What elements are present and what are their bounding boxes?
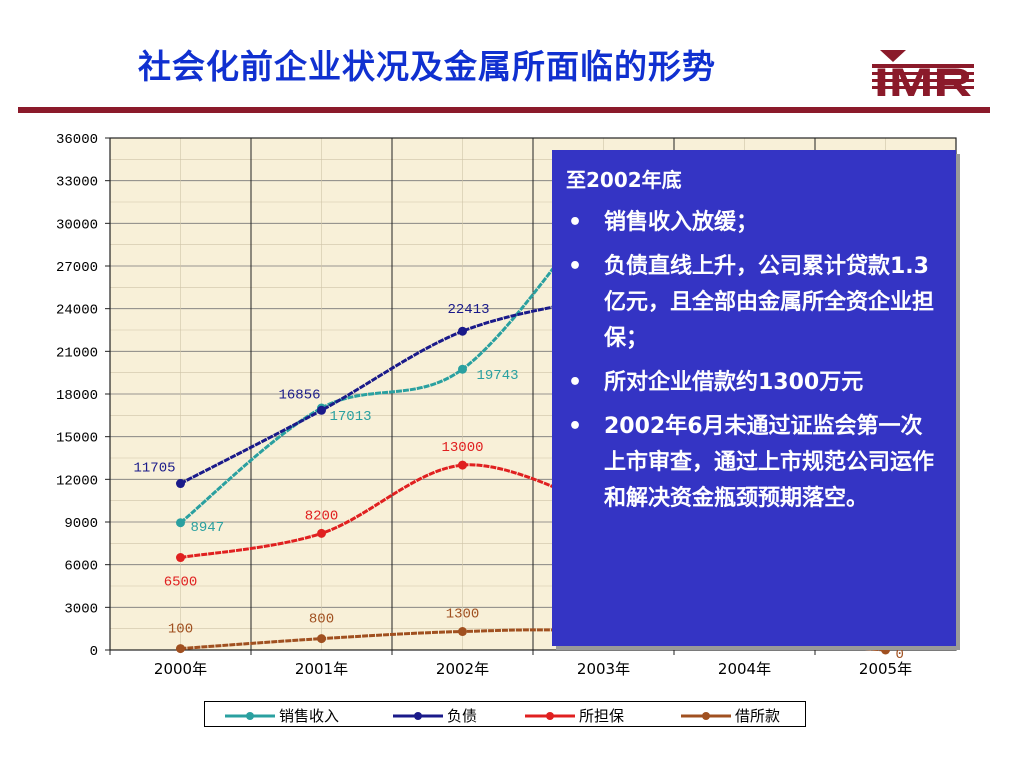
- data-point: [458, 460, 467, 470]
- info-bullet: 负债直线上升，公司累计贷款1.3亿元，且全部由金属所全资企业担保；: [566, 249, 942, 357]
- y-tick-label: 33000: [56, 175, 98, 191]
- data-point: [317, 528, 326, 538]
- title-divider: [18, 107, 990, 113]
- y-tick-label: 0: [90, 644, 98, 660]
- y-tick-label: 12000: [56, 473, 98, 489]
- legend-label: 借所款: [735, 707, 781, 725]
- info-box-list: 销售收入放缓； 负债直线上升，公司累计贷款1.3亿元，且全部由金属所全资企业担保…: [566, 205, 942, 517]
- y-tick-label: 18000: [56, 388, 98, 404]
- data-point: [317, 634, 326, 644]
- imr-logo: IMR: [872, 50, 974, 100]
- x-tick-label: 2004年: [718, 660, 771, 678]
- x-tick-label: 2005年: [859, 660, 912, 678]
- series-line: [179, 201, 605, 524]
- y-tick-label: 36000: [56, 132, 98, 148]
- data-point: [881, 645, 890, 655]
- legend-swatch: [681, 711, 731, 720]
- legend-item: 借所款: [681, 705, 780, 726]
- y-tick-label: 27000: [56, 260, 98, 276]
- series-line: [180, 463, 604, 560]
- info-bullet: 销售收入放缓；: [566, 205, 942, 241]
- legend-item: 负债: [393, 705, 477, 726]
- data-label: 6500: [164, 575, 198, 591]
- data-point: [176, 518, 185, 528]
- data-label: 1300: [446, 607, 480, 623]
- y-tick-label: 15000: [56, 431, 98, 447]
- data-point: [176, 479, 185, 489]
- info-box: 至2002年底 销售收入放缓； 负债直线上升，公司累计贷款1.3亿元，且全部由金…: [552, 150, 956, 646]
- legend-item: 所担保: [525, 705, 624, 726]
- legend-swatch: [225, 711, 275, 720]
- data-label: 0: [896, 647, 904, 663]
- data-label: 13000: [441, 440, 483, 456]
- data-label: 100: [168, 622, 193, 638]
- legend-swatch: [525, 711, 575, 720]
- data-label: 22413: [447, 302, 489, 318]
- data-point: [458, 627, 467, 637]
- y-tick-label: 9000: [64, 516, 98, 532]
- info-bullet: 所对企业借款约1300万元: [566, 365, 942, 401]
- legend-item: 销售收入: [225, 705, 339, 726]
- data-point: [176, 644, 185, 654]
- x-tick-label: 2000年: [154, 660, 207, 678]
- data-label: 17013: [330, 409, 372, 425]
- series-line: [179, 295, 604, 485]
- data-point: [458, 326, 467, 336]
- y-tick-label: 6000: [64, 559, 98, 575]
- data-point: [317, 405, 326, 415]
- data-point: [458, 364, 467, 374]
- data-label: 8200: [305, 508, 339, 524]
- data-point: [176, 553, 185, 563]
- legend-label: 所担保: [579, 707, 625, 725]
- data-label: 8947: [191, 520, 225, 536]
- info-box-heading: 至2002年底: [566, 168, 682, 192]
- x-tick-label: 2001年: [295, 660, 348, 678]
- y-tick-label: 24000: [56, 303, 98, 319]
- info-bullet: 2002年6月未通过证监会第一次上市审查，通过上市规范公司运作和解决资金瓶颈预期…: [566, 409, 942, 517]
- data-label: 19743: [477, 368, 519, 384]
- svg-text:IMR: IMR: [874, 61, 972, 100]
- x-tick-label: 2002年: [436, 660, 489, 678]
- x-tick-label: 2003年: [577, 660, 630, 678]
- data-label: 800: [309, 612, 334, 628]
- y-tick-label: 30000: [56, 217, 98, 233]
- chart-legend: 销售收入 负债 所担保 借所款: [204, 701, 806, 727]
- legend-label: 负债: [447, 707, 478, 725]
- data-label: 16856: [278, 387, 320, 403]
- data-label: 11705: [133, 461, 175, 477]
- y-tick-label: 3000: [64, 601, 98, 617]
- legend-label: 销售收入: [279, 707, 340, 725]
- y-tick-label: 21000: [56, 345, 98, 361]
- legend-swatch: [393, 711, 443, 720]
- slide-title: 社会化前企业状况及金属所面临的形势: [138, 47, 716, 86]
